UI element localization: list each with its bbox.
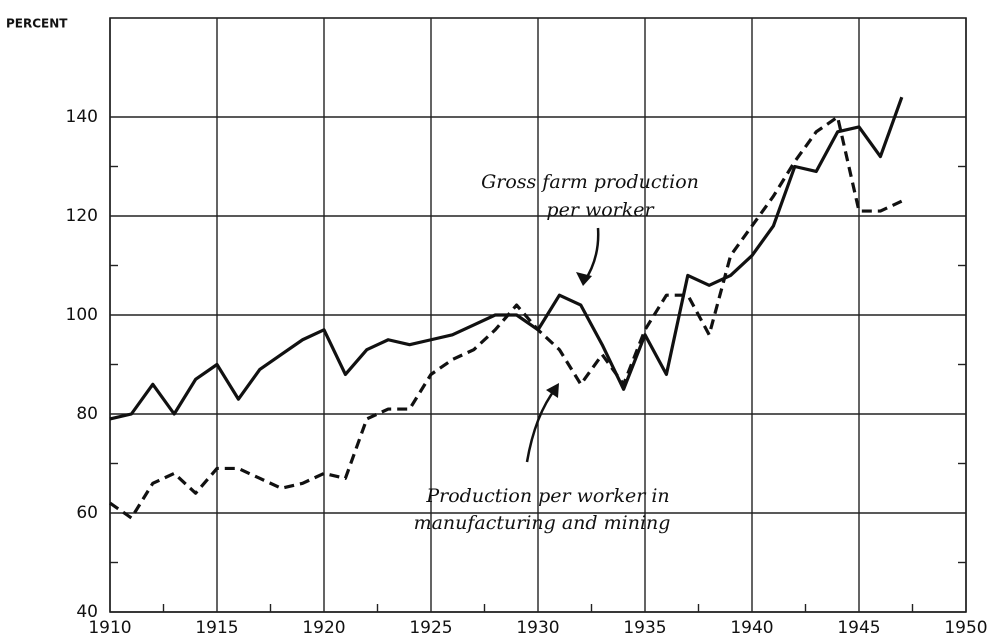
y-tick-label: 60: [76, 503, 98, 523]
arrow-head: [576, 272, 592, 286]
x-tick-label: 1910: [88, 618, 131, 636]
y-tick-label: 100: [66, 305, 98, 325]
x-tick-label: 1930: [516, 618, 559, 636]
y-axis-label: PERCENT: [6, 17, 68, 31]
annotation: manufacturing and mining: [414, 512, 671, 534]
arrow-head: [546, 383, 559, 398]
x-tick-label: 1950: [944, 618, 987, 636]
x-tick-label: 1920: [302, 618, 345, 636]
arrow: [582, 227, 600, 283]
annotation: Production per worker in: [425, 485, 669, 507]
x-tick-label: 1945: [837, 618, 880, 636]
x-tick-label: 1915: [195, 618, 238, 636]
arrow: [525, 387, 557, 463]
y-tick-label: 40: [76, 602, 98, 622]
y-tick-label: 140: [66, 107, 98, 127]
annotation: per worker: [546, 199, 655, 221]
plot-frame: [109, 17, 967, 613]
series-line: [109, 96, 904, 421]
x-tick-label: 1935: [623, 618, 666, 636]
y-tick-label: 80: [76, 404, 98, 424]
x-tick-label: 1925: [409, 618, 452, 636]
series-line: [109, 115, 903, 520]
y-tick-label: 120: [66, 206, 98, 226]
annotation: Gross farm production: [481, 171, 699, 193]
x-tick-label: 1940: [730, 618, 773, 636]
